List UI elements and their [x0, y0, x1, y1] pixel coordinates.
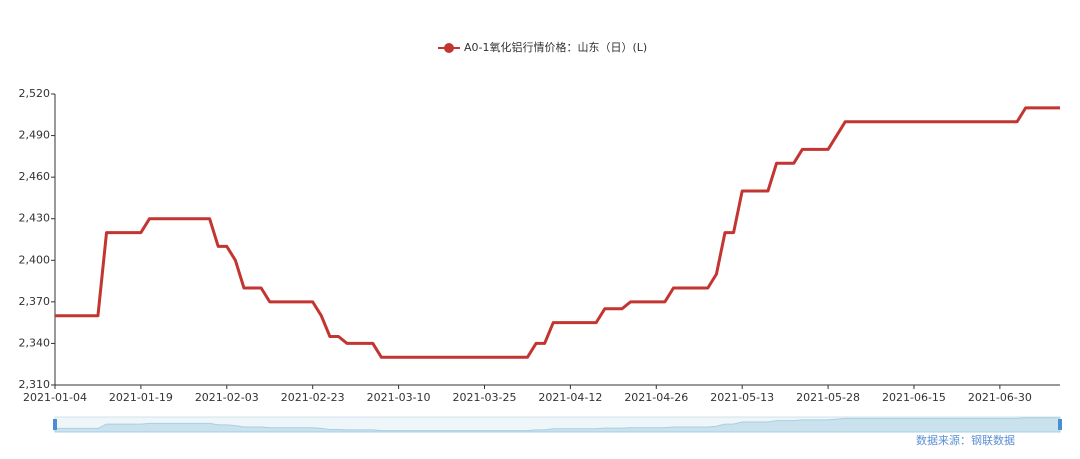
- x-tick-label: 2021-04-12: [538, 391, 602, 404]
- x-tick-label: 2021-04-26: [624, 391, 688, 404]
- x-tick-label: 2021-06-15: [882, 391, 946, 404]
- x-tick-label: 2021-05-13: [710, 391, 774, 404]
- zoom-preview: [54, 417, 1061, 433]
- x-tick-label: 2021-03-25: [453, 391, 517, 404]
- legend-label[interactable]: A0-1氧化铝行情价格：山东（日）(L): [464, 40, 647, 54]
- y-tick-label: 2,340: [19, 336, 51, 349]
- x-tick-label: 2021-02-03: [195, 391, 259, 404]
- x-tick-label: 2021-01-19: [109, 391, 173, 404]
- y-tick-label: 2,490: [19, 129, 51, 142]
- legend-marker: [444, 43, 454, 53]
- y-tick-label: 2,310: [19, 378, 51, 391]
- y-tick-label: 2,460: [19, 170, 51, 183]
- x-tick-label: 2021-05-28: [796, 391, 860, 404]
- zoom-handle: [1058, 419, 1062, 430]
- data-line: [55, 106, 1060, 359]
- source-note: 数据来源：钢联数据: [916, 433, 1015, 447]
- x-tick-label: 2021-01-04: [23, 391, 87, 404]
- y-tick-label: 2,400: [19, 253, 51, 266]
- y-tick-label: 2,370: [19, 295, 51, 308]
- x-tick-label: 2021-02-23: [281, 391, 345, 404]
- y-tick-label: 2,520: [19, 87, 51, 100]
- y-tick-label: 2,430: [19, 212, 51, 225]
- x-tick-label: 2021-06-30: [968, 391, 1032, 404]
- x-tick-label: 2021-03-10: [367, 391, 431, 404]
- zoom-handle: [53, 419, 57, 430]
